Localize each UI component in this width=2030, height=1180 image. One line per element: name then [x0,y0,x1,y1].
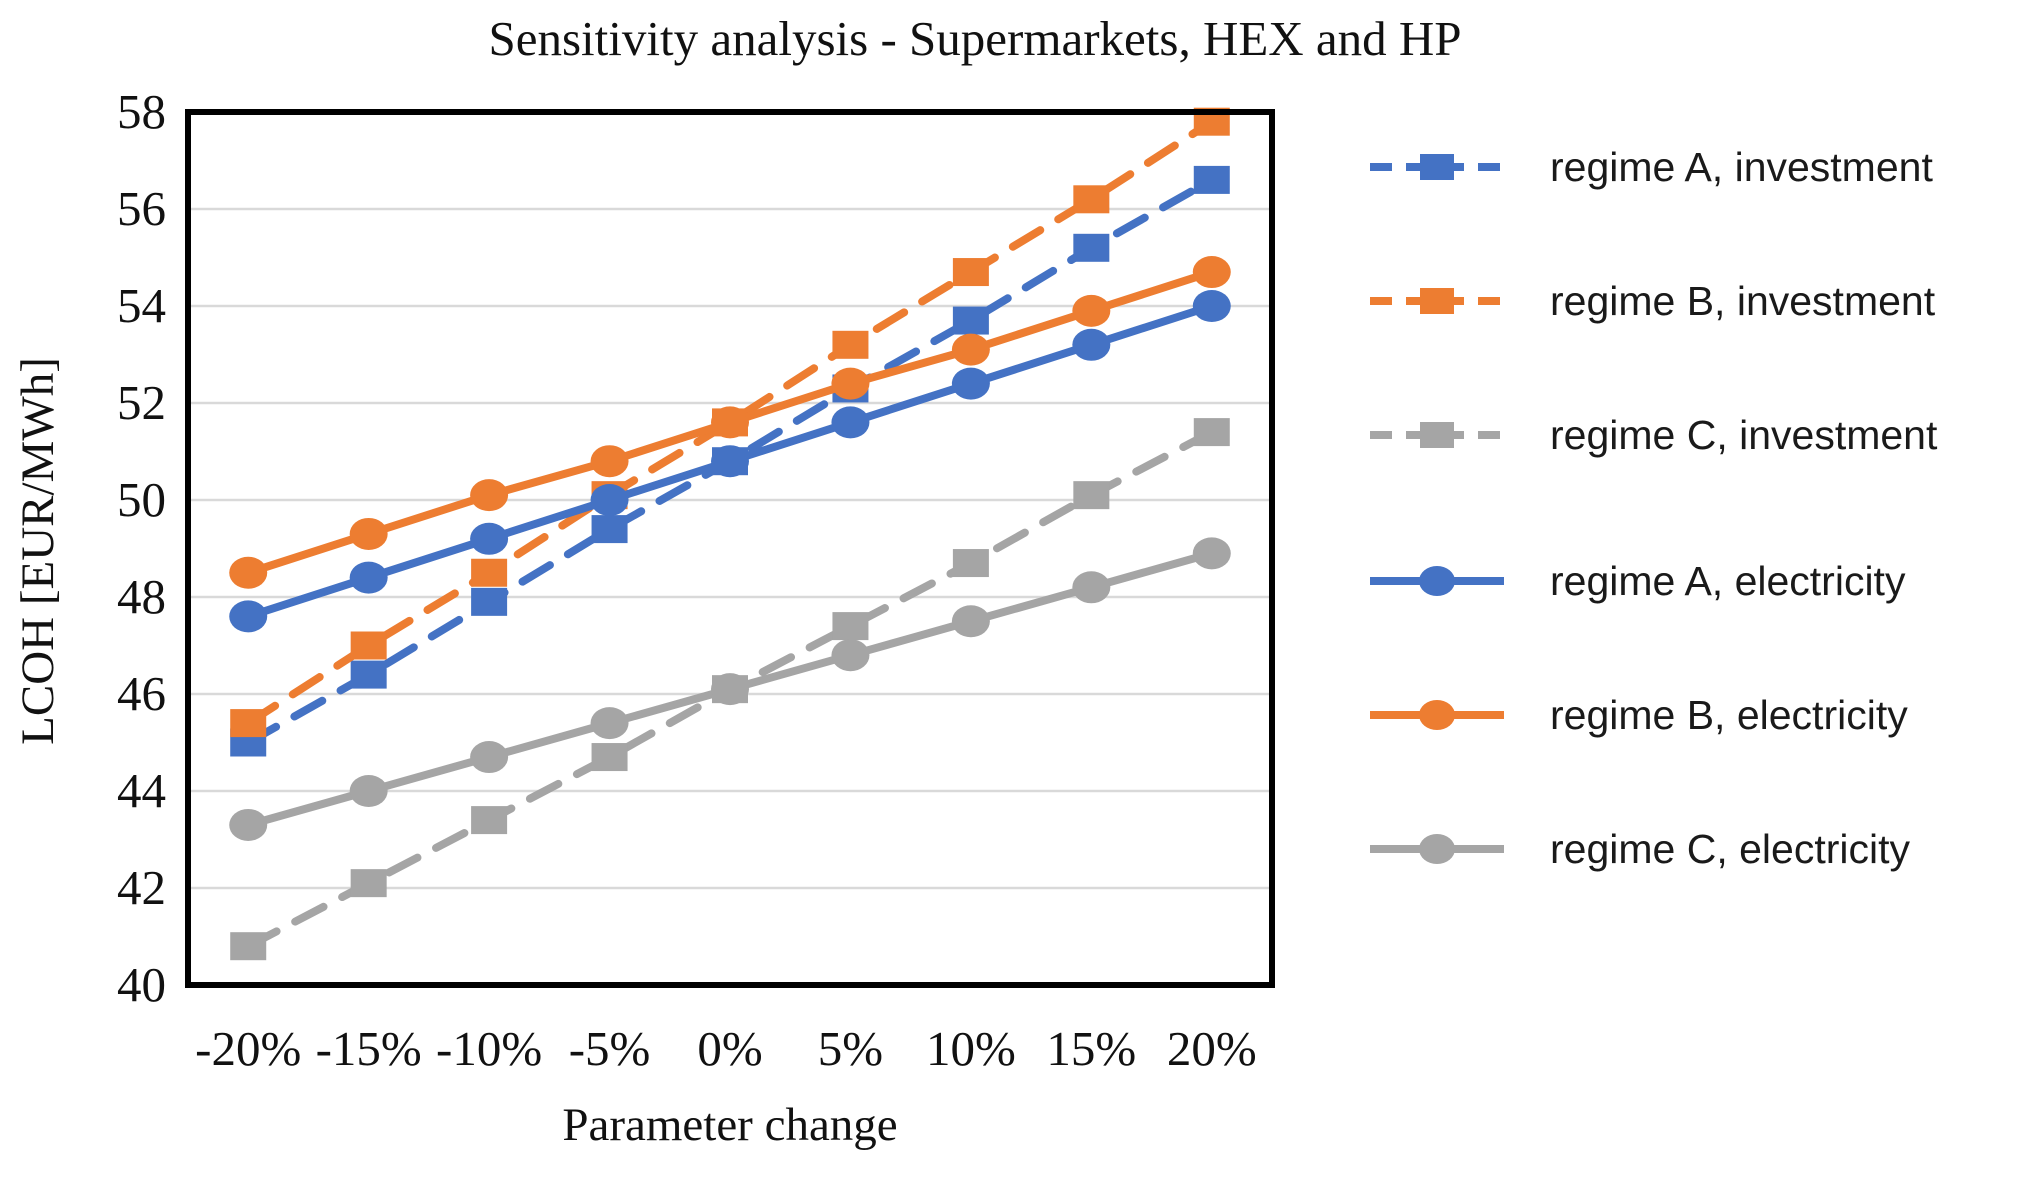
marker-circle [951,333,990,366]
x-tick-label: 10% [926,1021,1016,1076]
legend-swatch-dashed-square [1370,422,1504,448]
marker-square [952,549,989,578]
marker-square [471,587,508,616]
legend-item: regime B, electricity [1368,678,2028,752]
marker-circle [951,367,990,400]
marker-circle [470,479,509,512]
marker-circle [590,484,629,516]
marker-circle [1192,290,1231,322]
legend-label: regime C, electricity [1550,825,1910,872]
legend-label: regime C, investment [1550,411,1938,458]
marker-square [350,660,387,689]
marker-circle [470,741,509,774]
legend-item: regime A, electricity [1368,544,2028,618]
y-tick-label: 56 [117,181,166,236]
legend-swatch-dashed-square [1370,154,1504,180]
legend-swatch-solid-circle [1370,700,1504,730]
y-tick-label: 44 [117,763,166,818]
marker-circle [349,775,388,807]
marker-circle [590,707,629,740]
x-tick-label: 5% [818,1021,883,1076]
x-tick-label: -20% [195,1021,301,1076]
x-tick-label: -10% [436,1021,542,1076]
marker-circle [1192,537,1231,570]
legend-item: regime C, electricity [1368,812,2028,886]
marker-square [591,743,628,772]
marker-circle [349,561,388,594]
marker-square [350,631,387,660]
legend-item: regime A, investment [1368,130,2028,204]
marker-circle [1072,328,1111,361]
marker-circle [229,808,268,841]
legend-swatch-solid-circle [1370,834,1504,864]
legend: regime A, investment regime B, investment… [1368,0,2028,1180]
y-tick-label: 58 [117,84,166,139]
x-axis-title: Parameter change [562,1099,898,1151]
marker-circle [229,556,268,589]
marker-square [230,932,267,961]
marker-square [230,709,267,738]
legend-swatch-dashed-square [1370,288,1504,314]
marker-square [1073,185,1110,214]
marker-square [952,306,989,335]
legend-label: regime B, electricity [1550,691,1908,738]
marker-square [832,612,869,641]
marker-circle [711,673,749,706]
legend-label: regime B, investment [1550,277,1936,324]
marker-circle [831,639,870,672]
legend-swatch-solid-circle [1370,566,1504,596]
marker-circle [1192,256,1231,289]
x-tick-label: -15% [316,1021,422,1076]
y-axis-title: LCOH [EUR/MWh] [12,357,64,745]
series-line-regime-b-investment [244,117,1216,728]
y-tick-label: 42 [117,860,166,915]
marker-square [350,869,387,898]
chart-title: Sensitivity analysis - Supermarkets, HEX… [488,11,1462,66]
marker-square [1073,233,1110,262]
marker-square [1073,481,1110,510]
marker-circle [831,406,870,439]
marker-circle [349,517,388,550]
marker-circle [590,445,629,478]
marker-square [1193,165,1230,194]
marker-square [832,330,869,359]
plot-frame [185,109,1275,988]
marker-circle [711,406,749,439]
marker-square [952,258,989,287]
legend-item: regime C, investment [1368,398,2028,472]
legend-label: regime A, investment [1550,143,1933,190]
marker-circle [229,600,268,633]
marker-circle [831,367,870,400]
marker-square [591,515,628,544]
legend-label: regime A, electricity [1550,557,1906,604]
marker-circle [711,445,749,478]
y-tick-label: 52 [117,375,166,430]
x-tick-label: 15% [1046,1021,1136,1076]
y-tick-label: 46 [117,666,166,721]
y-tick-label: 48 [117,569,166,624]
y-tick-label: 40 [117,957,166,1012]
legend-item: regime B, investment [1368,264,2028,338]
x-tick-label: -5% [569,1021,651,1076]
marker-circle [470,522,509,555]
y-tick-label: 54 [117,278,166,333]
y-tick-label: 50 [117,472,166,527]
marker-circle [951,605,990,638]
x-tick-label: 20% [1167,1021,1257,1076]
marker-circle [1072,294,1111,327]
x-tick-label: 0% [697,1021,762,1076]
marker-square [471,806,508,835]
marker-square [471,558,508,587]
marker-square [1193,418,1230,447]
marker-circle [1072,571,1111,604]
